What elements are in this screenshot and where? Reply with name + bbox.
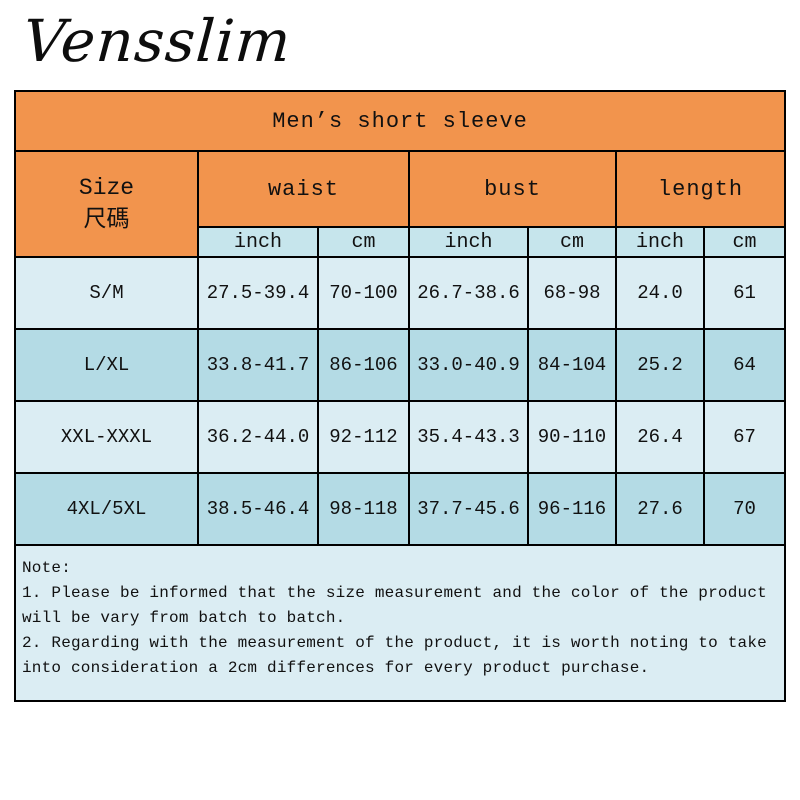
group-header-waist: waist (197, 150, 410, 228)
data-cell: 33.8-41.7 (197, 328, 319, 402)
chart-title: Men’s short sleeve (13, 90, 787, 152)
table-row-xxl: XXL-XXXL 36.2-44.0 92-112 35.4-43.3 90-1… (14, 400, 787, 474)
data-cell: 25.2 (615, 328, 705, 402)
data-cell: 61 (702, 256, 787, 330)
data-cell: 26.4 (615, 400, 705, 474)
data-cell: 70 (702, 472, 787, 546)
data-cell: 27.6 (615, 472, 705, 546)
note-row: Note: 1. Please be informed that the siz… (13, 544, 787, 702)
data-cell: 27.5-39.4 (197, 256, 319, 330)
data-cell: 68-98 (527, 256, 617, 330)
size-column-header: Size 尺碼 (14, 150, 199, 258)
data-cell: 96-116 (527, 472, 617, 546)
note-item-2: 2. Regarding with the measurement of the… (22, 634, 767, 677)
group-header-row: Size 尺碼 waist bust length (14, 150, 787, 258)
unit-header-length-inch: inch (615, 226, 705, 258)
data-cell: 24.0 (615, 256, 705, 330)
size-cell: L/XL (14, 328, 199, 402)
data-cell: 70-100 (317, 256, 410, 330)
note-label: Note: (22, 559, 72, 577)
unit-header-bust-cm: cm (527, 226, 617, 258)
data-cell: 38.5-46.4 (197, 472, 319, 546)
data-cell: 37.7-45.6 (408, 472, 529, 546)
unit-header-waist-inch: inch (197, 226, 319, 258)
brand-logo: Vensslim (21, 7, 294, 75)
data-cell: 92-112 (317, 400, 410, 474)
data-cell: 67 (702, 400, 787, 474)
data-cell: 35.4-43.3 (408, 400, 529, 474)
size-cell: S/M (14, 256, 199, 330)
table-row-sm: S/M 27.5-39.4 70-100 26.7-38.6 68-98 24.… (14, 256, 787, 330)
data-cell: 33.0-40.9 (408, 328, 529, 402)
note-item-1: 1. Please be informed that the size meas… (22, 584, 767, 627)
unit-header-length-cm: cm (702, 226, 787, 258)
title-row: Men’s short sleeve (13, 90, 787, 152)
data-cell: 64 (702, 328, 787, 402)
data-cell: 90-110 (527, 400, 617, 474)
size-cell: 4XL/5XL (14, 472, 199, 546)
unit-header-row: inch cm inch cm inch cm (15, 226, 787, 258)
table-row-4xl5xl: 4XL/5XL 38.5-46.4 98-118 37.7-45.6 96-11… (14, 472, 787, 546)
data-cell: 98-118 (317, 472, 410, 546)
unit-header-waist-cm: cm (317, 226, 410, 258)
data-cell: 84-104 (527, 328, 617, 402)
data-cell: 26.7-38.6 (408, 256, 529, 330)
size-label-en: Size (78, 174, 135, 201)
group-header-bust: bust (408, 150, 617, 228)
size-label-zh: 尺碼 (83, 207, 130, 233)
group-header-length: length (614, 150, 787, 228)
size-cell: XXL-XXXL (14, 400, 199, 474)
data-cell: 86-106 (317, 328, 410, 402)
data-cell: 36.2-44.0 (197, 400, 319, 474)
unit-header-bust-inch: inch (408, 226, 529, 258)
size-chart-table: Men’s short sleeve Size 尺碼 waist bust le… (13, 90, 787, 702)
note-section: Note: 1. Please be informed that the siz… (13, 544, 787, 702)
table-row-lxl: L/XL 33.8-41.7 86-106 33.0-40.9 84-104 2… (14, 328, 787, 402)
